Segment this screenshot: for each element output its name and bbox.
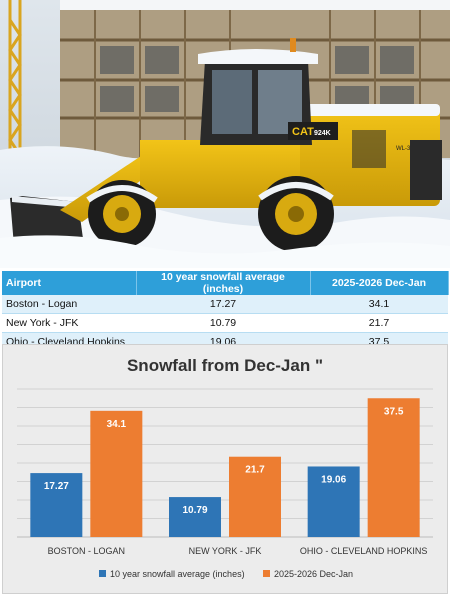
cell-average: 10.79: [136, 313, 310, 333]
crane: [8, 0, 22, 160]
bar-value-label: 10.79: [182, 505, 207, 516]
header-10yr-average: 10 year snowfall average (inches): [136, 271, 311, 295]
bar-season-0: [90, 410, 143, 537]
bar-value-label: 17.27: [44, 481, 69, 492]
legend-swatch: [263, 570, 270, 577]
bar-average-2: [307, 466, 360, 537]
cat-logo-text: CAT: [292, 126, 314, 138]
category-label: BOSTON - LOGAN: [48, 546, 125, 556]
bar-season-1: [229, 456, 281, 537]
model-text: 924K: [314, 130, 331, 137]
loader-photo: CAT 924K WL-3: [0, 0, 450, 268]
snowfall-chart: Snowfall from Dec-Jan " 17.27 34.1 10.79 21…: [2, 344, 448, 594]
legend-label: 2025-2026 Dec-Jan: [274, 569, 353, 579]
bar-value-label: 34.1: [107, 419, 127, 430]
bar-average-1: [169, 497, 221, 537]
cell-season: 21.7: [310, 313, 448, 333]
bar-season-2: [367, 398, 420, 537]
cell-airport: Boston - Logan: [2, 295, 136, 314]
wheel-loader: CAT 924K WL-3: [10, 38, 442, 252]
cell-airport: New York - JFK: [2, 313, 136, 333]
header-airport: Airport: [2, 271, 137, 295]
bar-value-label: 21.7: [245, 465, 265, 476]
cell-season: 34.1: [310, 295, 448, 314]
bar-average-0: [30, 473, 83, 537]
bar-chart-svg: Snowfall from Dec-Jan " 17.27 34.1 10.79 21…: [17, 356, 433, 579]
chart-title: Snowfall from Dec-Jan ": [127, 356, 323, 375]
snowfall-table: Airport 10 year snowfall average (inches…: [2, 271, 449, 352]
category-label: OHIO - CLEVELAND HOPKINS: [300, 546, 428, 556]
legend-swatch: [99, 570, 106, 577]
cell-average: 17.27: [136, 295, 310, 314]
loader-illustration: CAT 924K WL-3: [0, 0, 450, 268]
header-2025-2026: 2025-2026 Dec-Jan: [310, 271, 449, 295]
table-row: New York - JFK 10.79 21.7: [2, 313, 448, 333]
bar-value-label: 19.06: [321, 474, 346, 485]
legend-label: 10 year snowfall average (inches): [110, 569, 245, 579]
category-label: NEW YORK - JFK: [189, 546, 262, 556]
table-row: Boston - Logan 17.27 34.1: [2, 295, 448, 314]
table-header-row: Airport 10 year snowfall average (inches…: [2, 271, 449, 295]
bar-value-label: 37.5: [384, 406, 404, 417]
side-mark-text: WL-3: [396, 146, 411, 152]
